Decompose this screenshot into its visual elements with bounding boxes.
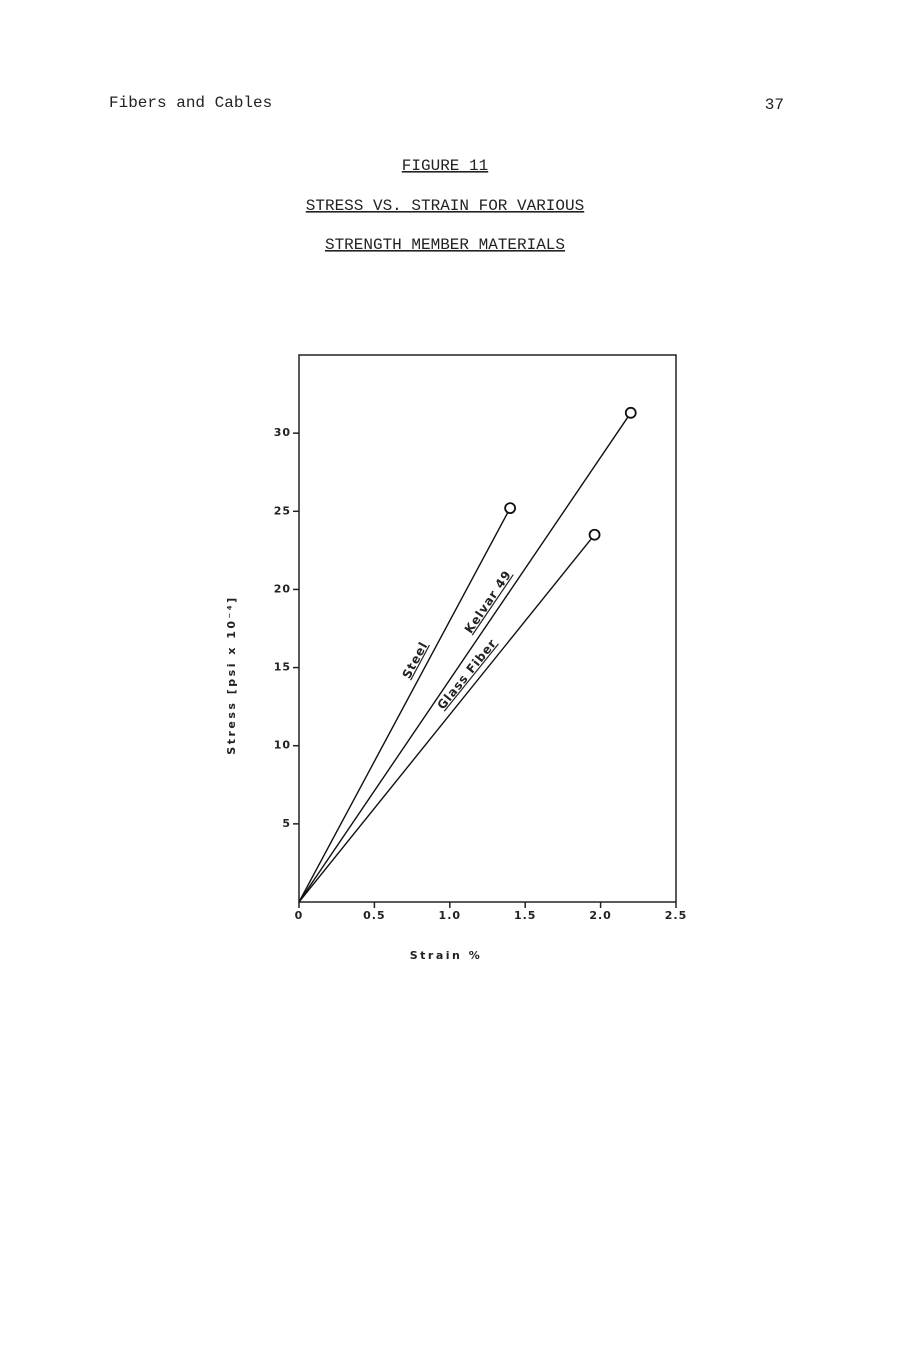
- plot-frame: [298, 354, 677, 903]
- series-line: [298, 412, 632, 903]
- x-tick-label: 2.5: [665, 909, 688, 922]
- failure-point: [588, 528, 601, 541]
- running-header: Fibers and Cables: [109, 94, 272, 112]
- x-axis-label: Strain %: [410, 949, 482, 962]
- figure-title: FIGURE 11: [402, 157, 488, 175]
- series-label: Glass Fiber: [434, 636, 499, 712]
- x-tick-label: 1.0: [439, 909, 462, 922]
- y-tick-label: 5: [282, 817, 291, 830]
- failure-point: [624, 406, 637, 419]
- y-axis-label: Stress [psi x 10⁻⁴]: [225, 595, 238, 754]
- figure-subtitle: STRESS VS. STRAIN FOR VARIOUS: [306, 197, 584, 215]
- series-label: Steel: [400, 639, 431, 681]
- y-tick-label: 25: [274, 504, 291, 517]
- figure-subtitle: STRENGTH MEMBER MATERIALS: [325, 236, 565, 254]
- page-number: 37: [765, 96, 784, 114]
- x-tick-label: 0.5: [363, 909, 386, 922]
- series-line: [298, 507, 511, 903]
- series-label: Kelvar 49: [462, 568, 515, 636]
- y-tick-label: 20: [274, 582, 291, 595]
- x-tick-label: 2.0: [589, 909, 612, 922]
- failure-point: [504, 502, 517, 515]
- x-tick-label: 1.5: [514, 909, 537, 922]
- series-line: [298, 534, 596, 903]
- x-tick-label: 0: [295, 909, 304, 922]
- y-tick-label: 10: [274, 739, 291, 752]
- y-tick-label: 15: [274, 661, 291, 674]
- y-tick-label: 30: [274, 426, 291, 439]
